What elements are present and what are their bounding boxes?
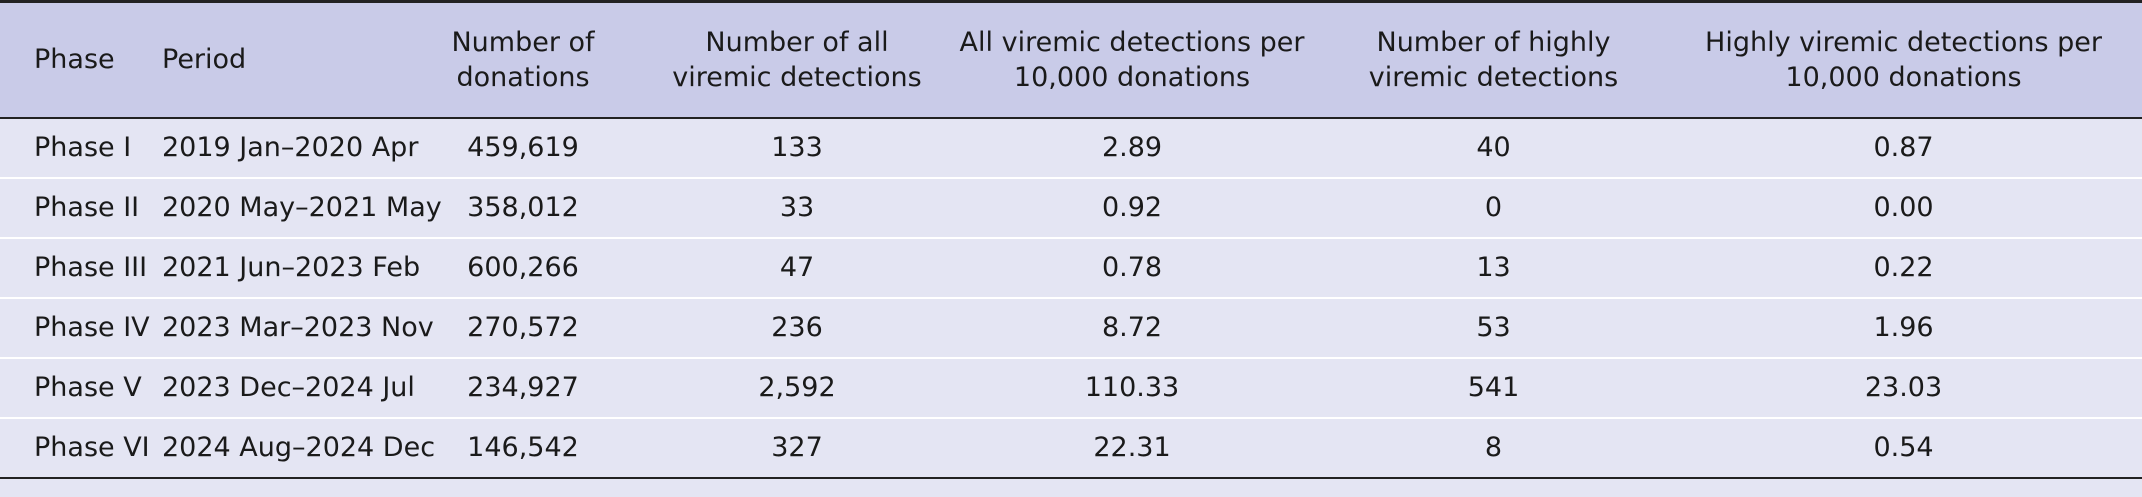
cell-highly-viremic-rate: 0.87 xyxy=(1873,131,1934,163)
cell-all-viremic-rate: 0.92 xyxy=(1101,191,1163,223)
column-header-highly-viremic: Number of highly viremic detections xyxy=(1368,26,1619,93)
cell-all-viremic: 2,592 xyxy=(758,371,836,403)
cell-highly-viremic: 40 xyxy=(1476,131,1511,163)
cell-donations: 146,542 xyxy=(467,431,579,463)
column-header-period: Period xyxy=(162,44,247,76)
cell-highly-viremic-rate: 23.03 xyxy=(1864,371,1943,403)
cell-donations: 358,012 xyxy=(467,191,579,223)
cell-all-viremic-rate: 2.89 xyxy=(1101,131,1163,163)
cell-all-viremic-rate: 22.31 xyxy=(1093,431,1171,463)
cell-all-viremic-rate: 110.33 xyxy=(1084,371,1180,403)
cell-donations: 459,619 xyxy=(467,131,579,163)
table-row: Phase I 2019 Jan–2020 Apr 459,619 133 2.… xyxy=(0,118,2142,178)
cell-highly-viremic: 13 xyxy=(1476,251,1511,283)
cell-highly-viremic-rate: 1.96 xyxy=(1873,311,1934,343)
cell-all-viremic: 133 xyxy=(771,131,823,163)
cell-donations: 234,927 xyxy=(467,371,579,403)
cell-period: 2021 Jun–2023 Feb xyxy=(162,251,421,283)
cell-period: 2023 Mar–2023 Nov xyxy=(162,311,434,343)
cell-donations: 270,572 xyxy=(467,311,579,343)
cell-highly-viremic: 53 xyxy=(1476,311,1511,343)
cell-all-viremic-rate: 0.78 xyxy=(1101,251,1163,283)
cell-all-viremic: 33 xyxy=(779,191,815,223)
cell-highly-viremic: 8 xyxy=(1484,431,1503,463)
table-row: Phase II 2020 May–2021 May 358,012 33 0.… xyxy=(0,178,2142,238)
column-header-highly-viremic-rate: Highly viremic detections per 10,000 don… xyxy=(1705,26,2102,93)
cell-period: 2020 May–2021 May xyxy=(162,191,442,223)
table-row: Phase IV 2023 Mar–2023 Nov 270,572 236 8… xyxy=(0,298,2142,358)
cell-all-viremic: 236 xyxy=(771,311,823,343)
cell-highly-viremic: 541 xyxy=(1467,371,1520,403)
viremic-detections-table: Phase Period Number of donations Number … xyxy=(0,1,2142,478)
cell-phase: Phase I xyxy=(34,131,132,163)
cell-period: 2023 Dec–2024 Jul xyxy=(162,371,415,403)
column-header-phase: Phase xyxy=(34,44,115,76)
table-row: Phase V 2023 Dec–2024 Jul 234,927 2,592 … xyxy=(0,358,2142,418)
cell-highly-viremic: 0 xyxy=(1484,191,1503,223)
cell-highly-viremic-rate: 0.22 xyxy=(1873,251,1934,283)
cell-all-viremic: 47 xyxy=(779,251,815,283)
cell-all-viremic: 327 xyxy=(771,431,823,463)
cell-highly-viremic-rate: 0.00 xyxy=(1873,191,1934,223)
cell-highly-viremic-rate: 0.54 xyxy=(1873,431,1934,463)
cell-period: 2024 Aug–2024 Dec xyxy=(162,431,436,463)
cell-phase: Phase V xyxy=(34,371,142,403)
cell-phase: Phase IV xyxy=(34,311,150,343)
table-row: Phase VI 2024 Aug–2024 Dec 146,542 327 2… xyxy=(0,418,2142,478)
cell-period: 2019 Jan–2020 Apr xyxy=(162,131,419,163)
cell-all-viremic-rate: 8.72 xyxy=(1101,311,1163,343)
cell-phase: Phase III xyxy=(34,251,148,283)
cell-donations: 600,266 xyxy=(467,251,579,283)
table-row: Phase III 2021 Jun–2023 Feb 600,266 47 0… xyxy=(0,238,2142,298)
table-header-row: Phase Period Number of donations Number … xyxy=(0,1,2142,118)
column-header-all-viremic-rate: All viremic detections per 10,000 donati… xyxy=(959,26,1305,93)
column-header-donations: Number of donations xyxy=(451,26,595,93)
cell-phase: Phase II xyxy=(34,191,140,223)
column-header-all-viremic: Number of all viremic detections xyxy=(672,26,922,93)
cell-phase: Phase VI xyxy=(34,431,150,463)
